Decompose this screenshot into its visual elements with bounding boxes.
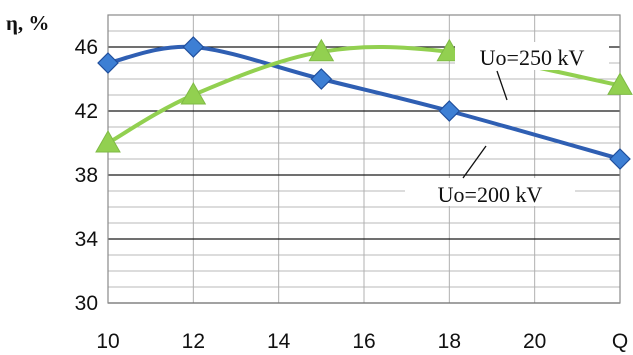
data-point-triangle bbox=[95, 129, 121, 153]
annotation-leader-200 bbox=[462, 145, 487, 179]
data-point-diamond bbox=[438, 100, 461, 122]
data-point-diamond bbox=[97, 52, 119, 74]
y-tick-label: 46 bbox=[75, 36, 98, 59]
data-point-diamond bbox=[609, 148, 631, 170]
annotation-bg bbox=[405, 178, 575, 206]
data-point-triangle bbox=[308, 38, 335, 62]
data-point-triangle bbox=[180, 81, 207, 105]
x-tick-label: 10 bbox=[96, 330, 119, 353]
y-tick-label: 30 bbox=[75, 292, 98, 315]
y-tick-label: 38 bbox=[75, 164, 98, 187]
y-tick-label: 42 bbox=[75, 100, 98, 123]
x-tick-label: 14 bbox=[267, 330, 291, 353]
data-point-diamond bbox=[182, 36, 205, 58]
y-axis-label: η, % bbox=[6, 11, 49, 35]
x-tick-label: 18 bbox=[438, 330, 461, 353]
x-tick-label: 16 bbox=[352, 330, 375, 353]
series-line-1 bbox=[106, 44, 622, 161]
annotation-uo-250: Uo=250 kV bbox=[480, 45, 585, 70]
x-tick-label: 12 bbox=[182, 330, 205, 353]
tick-labels: 30 34 38 42 46 10 12 14 16 18 20 Q bbox=[75, 36, 629, 353]
annotation-leader-250 bbox=[496, 70, 508, 101]
data-point-diamond bbox=[310, 68, 333, 90]
x-tick-label: Q bbox=[612, 330, 628, 353]
annotation-bg bbox=[455, 42, 609, 70]
annotation-uo-200: Uo=200 kV bbox=[438, 182, 543, 207]
x-tick-label: 20 bbox=[523, 330, 546, 353]
y-tick-label: 34 bbox=[75, 228, 99, 251]
annotations: Uo=250 kV Uo=200 kV bbox=[405, 42, 609, 207]
data-point-triangle bbox=[607, 72, 633, 95]
